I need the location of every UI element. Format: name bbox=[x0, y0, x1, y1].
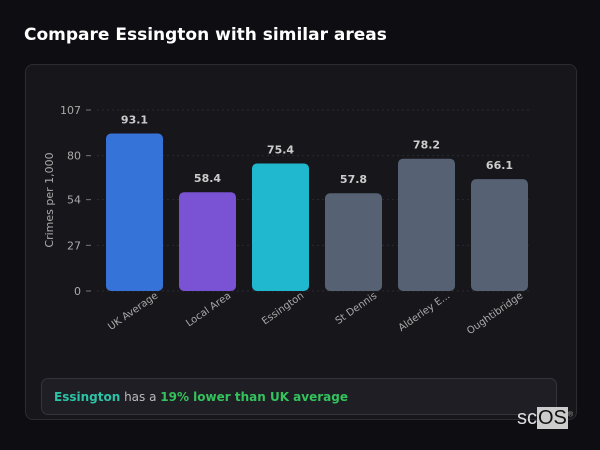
y-tick-label: 54 bbox=[67, 194, 81, 207]
bar bbox=[106, 133, 163, 291]
x-tick-label: St Dennis bbox=[334, 290, 380, 327]
x-tick-label: UK Average bbox=[106, 290, 160, 332]
data-label: 58.4 bbox=[194, 172, 221, 185]
comparison-callout: Essington has a 19% lower than UK averag… bbox=[41, 378, 557, 415]
bar bbox=[179, 192, 236, 291]
bar bbox=[398, 158, 455, 291]
data-label: 78.2 bbox=[413, 139, 440, 152]
data-label: 93.1 bbox=[121, 114, 148, 127]
y-tick-label: 107 bbox=[60, 104, 81, 117]
x-tick-label: Essington bbox=[260, 290, 306, 327]
callout-area: Essington bbox=[54, 390, 121, 404]
x-tick-label: Alderley E... bbox=[397, 290, 453, 333]
x-tick-label: Oughtibridge bbox=[465, 290, 525, 337]
x-tick-label: Local Area bbox=[184, 290, 233, 329]
y-axis-label: Crimes per 1,000 bbox=[43, 152, 56, 247]
watermark-logo: scOS® bbox=[517, 407, 574, 429]
data-label: 75.4 bbox=[267, 143, 294, 156]
data-label: 57.8 bbox=[340, 173, 367, 186]
y-tick-label: 27 bbox=[67, 239, 81, 252]
bar bbox=[325, 193, 382, 291]
bar bbox=[471, 179, 528, 291]
bar bbox=[252, 163, 309, 291]
y-tick-label: 80 bbox=[67, 150, 81, 163]
callout-comparison: 19% lower than UK average bbox=[160, 390, 348, 404]
page-title: Compare Essington with similar areas bbox=[24, 25, 387, 45]
callout-middle: has a bbox=[120, 390, 161, 404]
y-tick-label: 0 bbox=[74, 285, 81, 298]
data-label: 66.1 bbox=[486, 159, 513, 172]
